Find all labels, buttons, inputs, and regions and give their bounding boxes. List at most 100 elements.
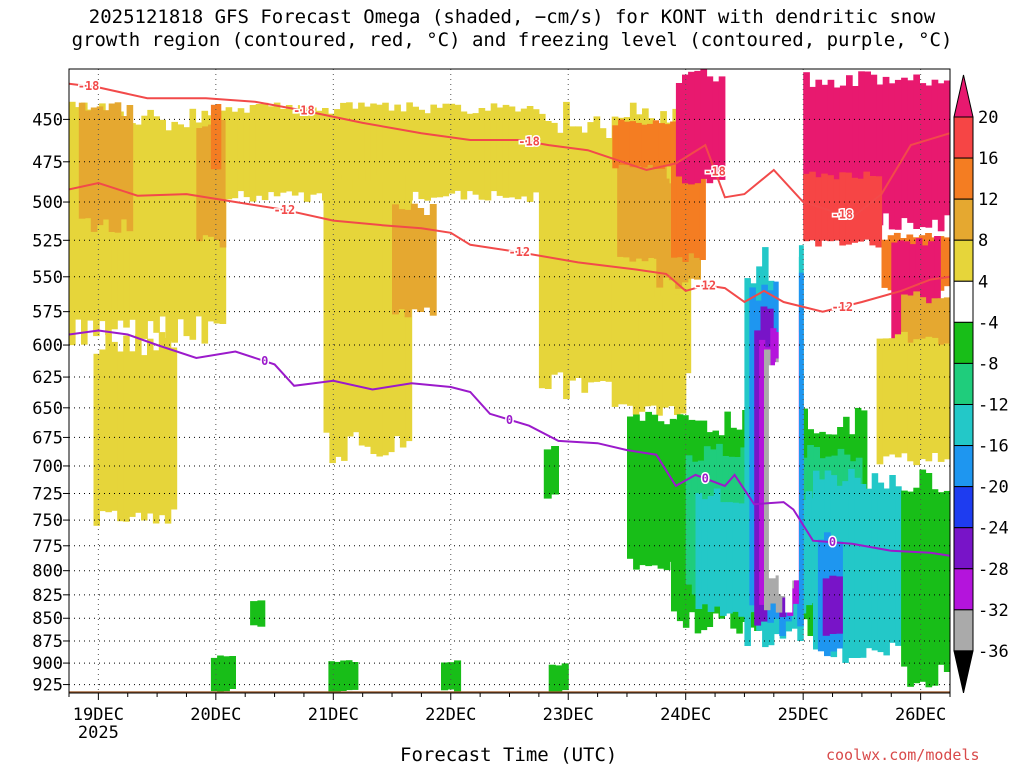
colorbar-bin [953, 403, 974, 447]
omega-cell [117, 351, 124, 522]
omega-cell [340, 102, 347, 196]
omega-cell [822, 578, 830, 636]
omega-cell [612, 125, 619, 169]
omega-cell [231, 111, 239, 199]
omega-cell [171, 121, 178, 343]
omega-cell [827, 175, 834, 242]
omega-cell [821, 84, 829, 217]
y-tick-label: 900 [32, 654, 63, 674]
omega-region [901, 469, 950, 688]
omega-cell [839, 85, 847, 214]
omega-cell [871, 473, 879, 651]
contour-label: -18 [704, 165, 726, 179]
omega-cell [894, 334, 902, 458]
colorbar-bin [953, 280, 974, 323]
omega-cell [887, 235, 895, 291]
omega-region [78, 102, 134, 233]
colorbar-bin [953, 445, 974, 488]
omega-cell [803, 72, 810, 226]
omega-cell [135, 124, 142, 337]
omega-cell [599, 128, 607, 381]
omega-cell [764, 349, 771, 611]
y-tick-label: 600 [32, 336, 63, 356]
omega-cell [147, 338, 154, 514]
omega-cell [126, 105, 134, 232]
omega-cell [720, 502, 727, 616]
omega-cell [919, 83, 927, 228]
omega-cell [647, 151, 655, 258]
credit-link[interactable]: coolwx.com/models [826, 746, 980, 764]
omega-cell [352, 179, 360, 433]
omega-cell [90, 107, 98, 232]
omega-cell [129, 351, 136, 517]
omega-cell [114, 102, 122, 233]
omega-cell [901, 77, 908, 219]
omega-cell [889, 475, 896, 643]
omega-cell [882, 76, 890, 214]
omega-cell [364, 106, 371, 194]
omega-cell [215, 104, 222, 170]
omega-cell [718, 76, 726, 180]
omega-cell [829, 575, 837, 634]
omega-cell [907, 491, 914, 687]
y-tick-label: 500 [32, 193, 63, 213]
omega-cell [454, 104, 462, 191]
contour-label: 0 [829, 535, 836, 549]
omega-cell [448, 103, 456, 194]
omega-cell [587, 122, 595, 383]
omega-cell [877, 482, 885, 653]
omega-cell [430, 104, 437, 198]
omega-cell [388, 173, 395, 453]
omega-cell [785, 240, 793, 613]
omega-cell [617, 144, 624, 257]
omega-region [778, 226, 799, 613]
y-tick-label: 450 [32, 110, 63, 130]
y-tick-label: 550 [32, 268, 63, 288]
omega-cell [919, 469, 927, 682]
omega-cell [267, 106, 275, 193]
omega-cell [543, 449, 552, 499]
omega-cell [859, 484, 867, 658]
contour-lines: -18 -18 -18 -18 -18 -12 -12 -12 -12 0 0 0 0 [69, 78, 950, 557]
omega-cell [123, 128, 130, 328]
omega-cell [883, 488, 890, 656]
omega-cell [406, 102, 413, 201]
omega-cell [334, 109, 341, 195]
omega-cell [561, 663, 569, 691]
omega-cell [803, 173, 810, 242]
omega-cell [255, 104, 263, 196]
y-tick-label: 475 [32, 153, 63, 173]
omega-cell [671, 419, 678, 612]
omega-cell [845, 172, 852, 245]
omega-cell [551, 446, 559, 495]
omega-cell [852, 86, 859, 215]
omega-cell [895, 486, 902, 646]
omega-cell [351, 662, 359, 690]
omega-cell [851, 177, 858, 243]
y-tick-label: 650 [32, 399, 63, 419]
omega-cell [341, 179, 348, 461]
colorbar-bin [953, 116, 974, 159]
omega-cell [334, 661, 341, 693]
omega-region [543, 446, 559, 499]
omega-cell [805, 491, 813, 606]
y-tick-label: 575 [32, 303, 63, 323]
omega-cell [183, 127, 191, 337]
omega-cell [569, 126, 576, 381]
omega-cell [346, 102, 353, 192]
omega-cell [670, 121, 677, 167]
omega-cell [694, 70, 701, 184]
omega-cell [695, 493, 703, 609]
omega-cell [907, 80, 914, 223]
omega-cell [555, 665, 563, 693]
omega-cell [297, 105, 305, 193]
omega-cell [96, 106, 104, 226]
omega-cell [514, 111, 522, 200]
omega-cell [738, 503, 745, 617]
omega-cell [208, 124, 215, 237]
omega-cell [520, 108, 528, 197]
omega-cell [875, 176, 883, 248]
omega-cell [323, 177, 330, 433]
omega-cell [388, 110, 395, 198]
omega-cell [688, 71, 695, 185]
